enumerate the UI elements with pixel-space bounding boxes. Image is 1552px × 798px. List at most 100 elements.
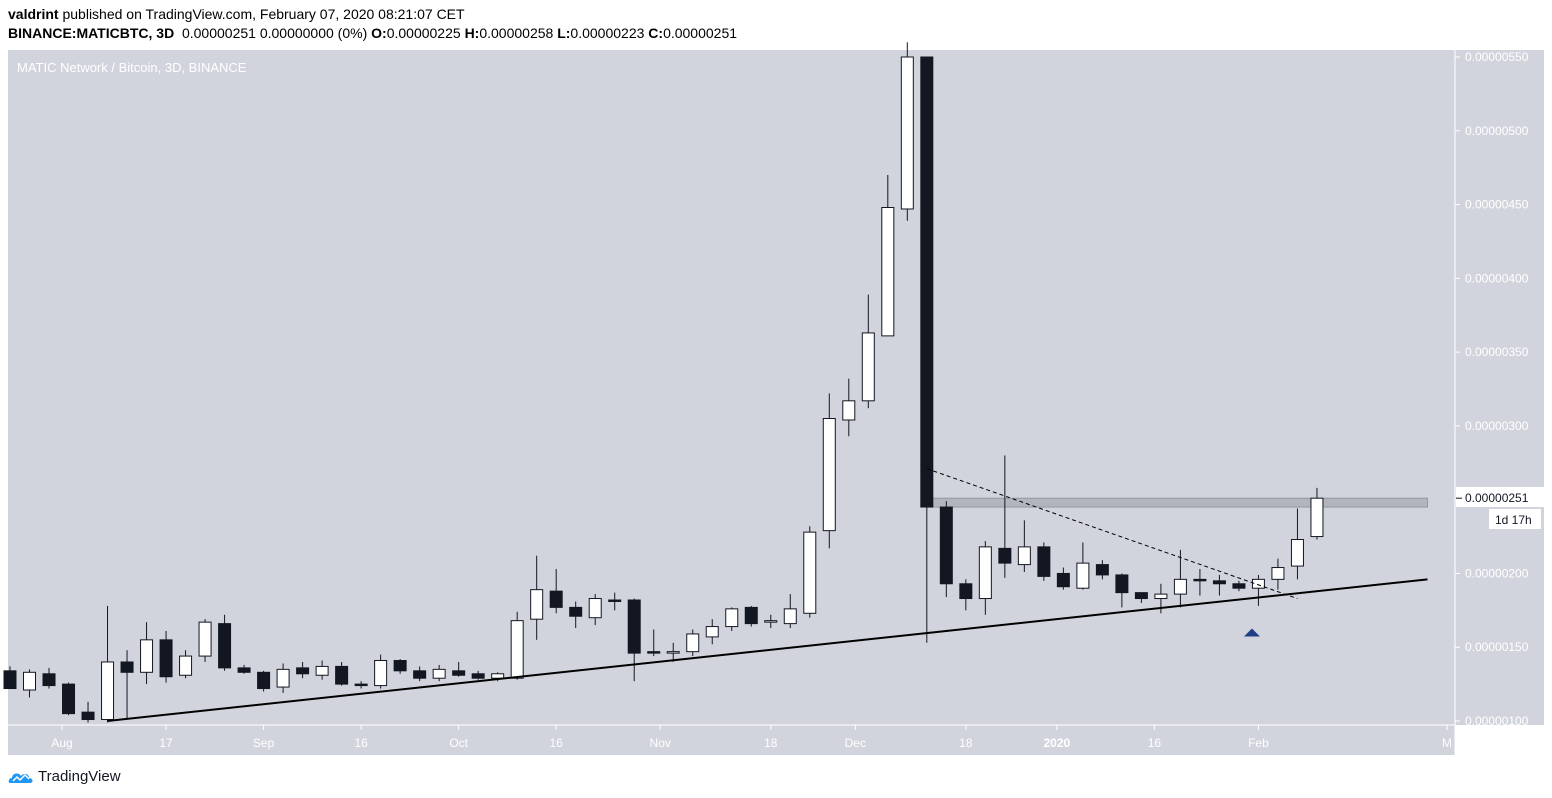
candle-body-down <box>939 506 953 585</box>
candle-body-up <box>491 673 505 679</box>
y-tick-label: 0.00000400 <box>1465 271 1529 285</box>
candle-body-up <box>510 620 524 679</box>
candle <box>608 592 622 611</box>
candle <box>881 175 895 337</box>
candle-body-down <box>744 606 758 625</box>
candle-body-up <box>315 665 329 676</box>
candle <box>140 622 154 685</box>
candle-body-up <box>276 668 290 688</box>
candle <box>1095 560 1109 580</box>
candle-body-up <box>822 418 836 532</box>
candle <box>218 614 232 671</box>
candle-body-down <box>627 599 641 654</box>
candle <box>81 701 95 723</box>
candle-body-up <box>725 608 739 628</box>
ohlc-high-label: H: <box>464 25 480 41</box>
price-axis[interactable] <box>1455 50 1544 725</box>
candle <box>803 526 817 618</box>
candle <box>764 614 778 629</box>
y-tick-labels: 0.000001000.000001500.000002000.00000250… <box>1455 50 1529 728</box>
candle <box>257 670 271 692</box>
breakout-arrow-icon <box>1243 628 1260 637</box>
candle-body-up <box>432 668 446 679</box>
candle-body-up <box>1017 546 1031 566</box>
candle <box>413 666 427 682</box>
x-tick-label: Oct <box>449 736 468 750</box>
candle <box>1115 573 1129 608</box>
symbol-info: BINANCE:MATICBTC, 3D 0.00000251 0.000000… <box>8 25 737 41</box>
x-tick-label: Aug <box>51 736 72 750</box>
candle-body-down <box>296 667 310 675</box>
candle <box>1310 487 1324 540</box>
candle-body-down <box>120 661 134 673</box>
candle <box>725 607 739 631</box>
candle-body-up <box>764 620 778 623</box>
candle-body-down <box>42 673 56 687</box>
candle-body-up <box>978 546 992 600</box>
y-tick-label: 0.00000150 <box>1465 640 1529 654</box>
candle <box>1173 549 1187 608</box>
candle-body-down <box>1037 546 1051 577</box>
time-axis[interactable] <box>8 725 1455 755</box>
candle <box>939 501 953 598</box>
candle <box>959 579 973 611</box>
candle <box>198 619 212 662</box>
candle-body-up <box>1271 567 1285 580</box>
candle-body-down <box>1193 578 1207 582</box>
candle <box>842 378 856 437</box>
candle-body-up <box>803 531 817 614</box>
tradingview-footer[interactable]: TradingView <box>8 768 121 785</box>
candle-body-up <box>861 332 875 402</box>
author-name[interactable]: valdrint <box>8 6 59 22</box>
candle-body-up <box>783 608 797 625</box>
candle <box>647 629 661 657</box>
candle-body-down <box>998 547 1012 564</box>
candle <box>1271 558 1285 590</box>
candle-body-up <box>530 589 544 620</box>
y-tick-label: 0.00000300 <box>1465 419 1529 433</box>
candle-body-down <box>959 583 973 600</box>
candle-body-down <box>81 711 95 721</box>
candle-body-down <box>1212 580 1226 585</box>
candle <box>1017 520 1031 572</box>
candle <box>159 630 173 683</box>
candle-body-down <box>608 599 622 602</box>
descending-resistance-line <box>926 468 1298 600</box>
candle-body-up <box>705 626 719 638</box>
ohlc-high-value: 0.00000258 <box>479 25 554 41</box>
ascending-support-line <box>107 578 1428 722</box>
candle <box>42 667 56 689</box>
candle-body-up <box>900 56 914 210</box>
candle-body-up <box>1173 578 1187 595</box>
candle-body-up <box>179 655 193 676</box>
candle <box>744 605 758 627</box>
candle <box>1076 542 1090 590</box>
candle-body-down <box>1056 572 1070 588</box>
x-tick-label: Sep <box>253 736 275 750</box>
y-tick-label: 0.00000550 <box>1465 50 1529 64</box>
last-price-tag: 0.00000251 1d 17h <box>1456 487 1544 529</box>
x-tick-label: 18 <box>959 736 973 750</box>
candle <box>978 540 992 615</box>
candle-body-down <box>1232 583 1246 589</box>
tradingview-brand[interactable]: TradingView <box>38 768 121 785</box>
candle <box>627 598 641 682</box>
candle-body-up <box>1310 497 1324 538</box>
candle-body-down <box>159 639 173 678</box>
candle <box>1232 580 1246 592</box>
candle <box>1193 569 1207 596</box>
candle-body-up <box>140 639 154 673</box>
candle <box>530 555 544 640</box>
candle-body-up <box>686 633 700 653</box>
candle-body-up <box>1290 539 1304 567</box>
candle-body-up <box>1251 578 1265 589</box>
candle <box>1037 542 1051 581</box>
candle <box>452 661 466 677</box>
symbol-name: BINANCE:MATICBTC, 3D <box>8 25 175 41</box>
candle <box>822 393 836 549</box>
candle-body-up <box>588 598 602 619</box>
candle-body-up <box>842 400 856 421</box>
candles <box>3 42 1324 723</box>
candle <box>23 669 37 698</box>
